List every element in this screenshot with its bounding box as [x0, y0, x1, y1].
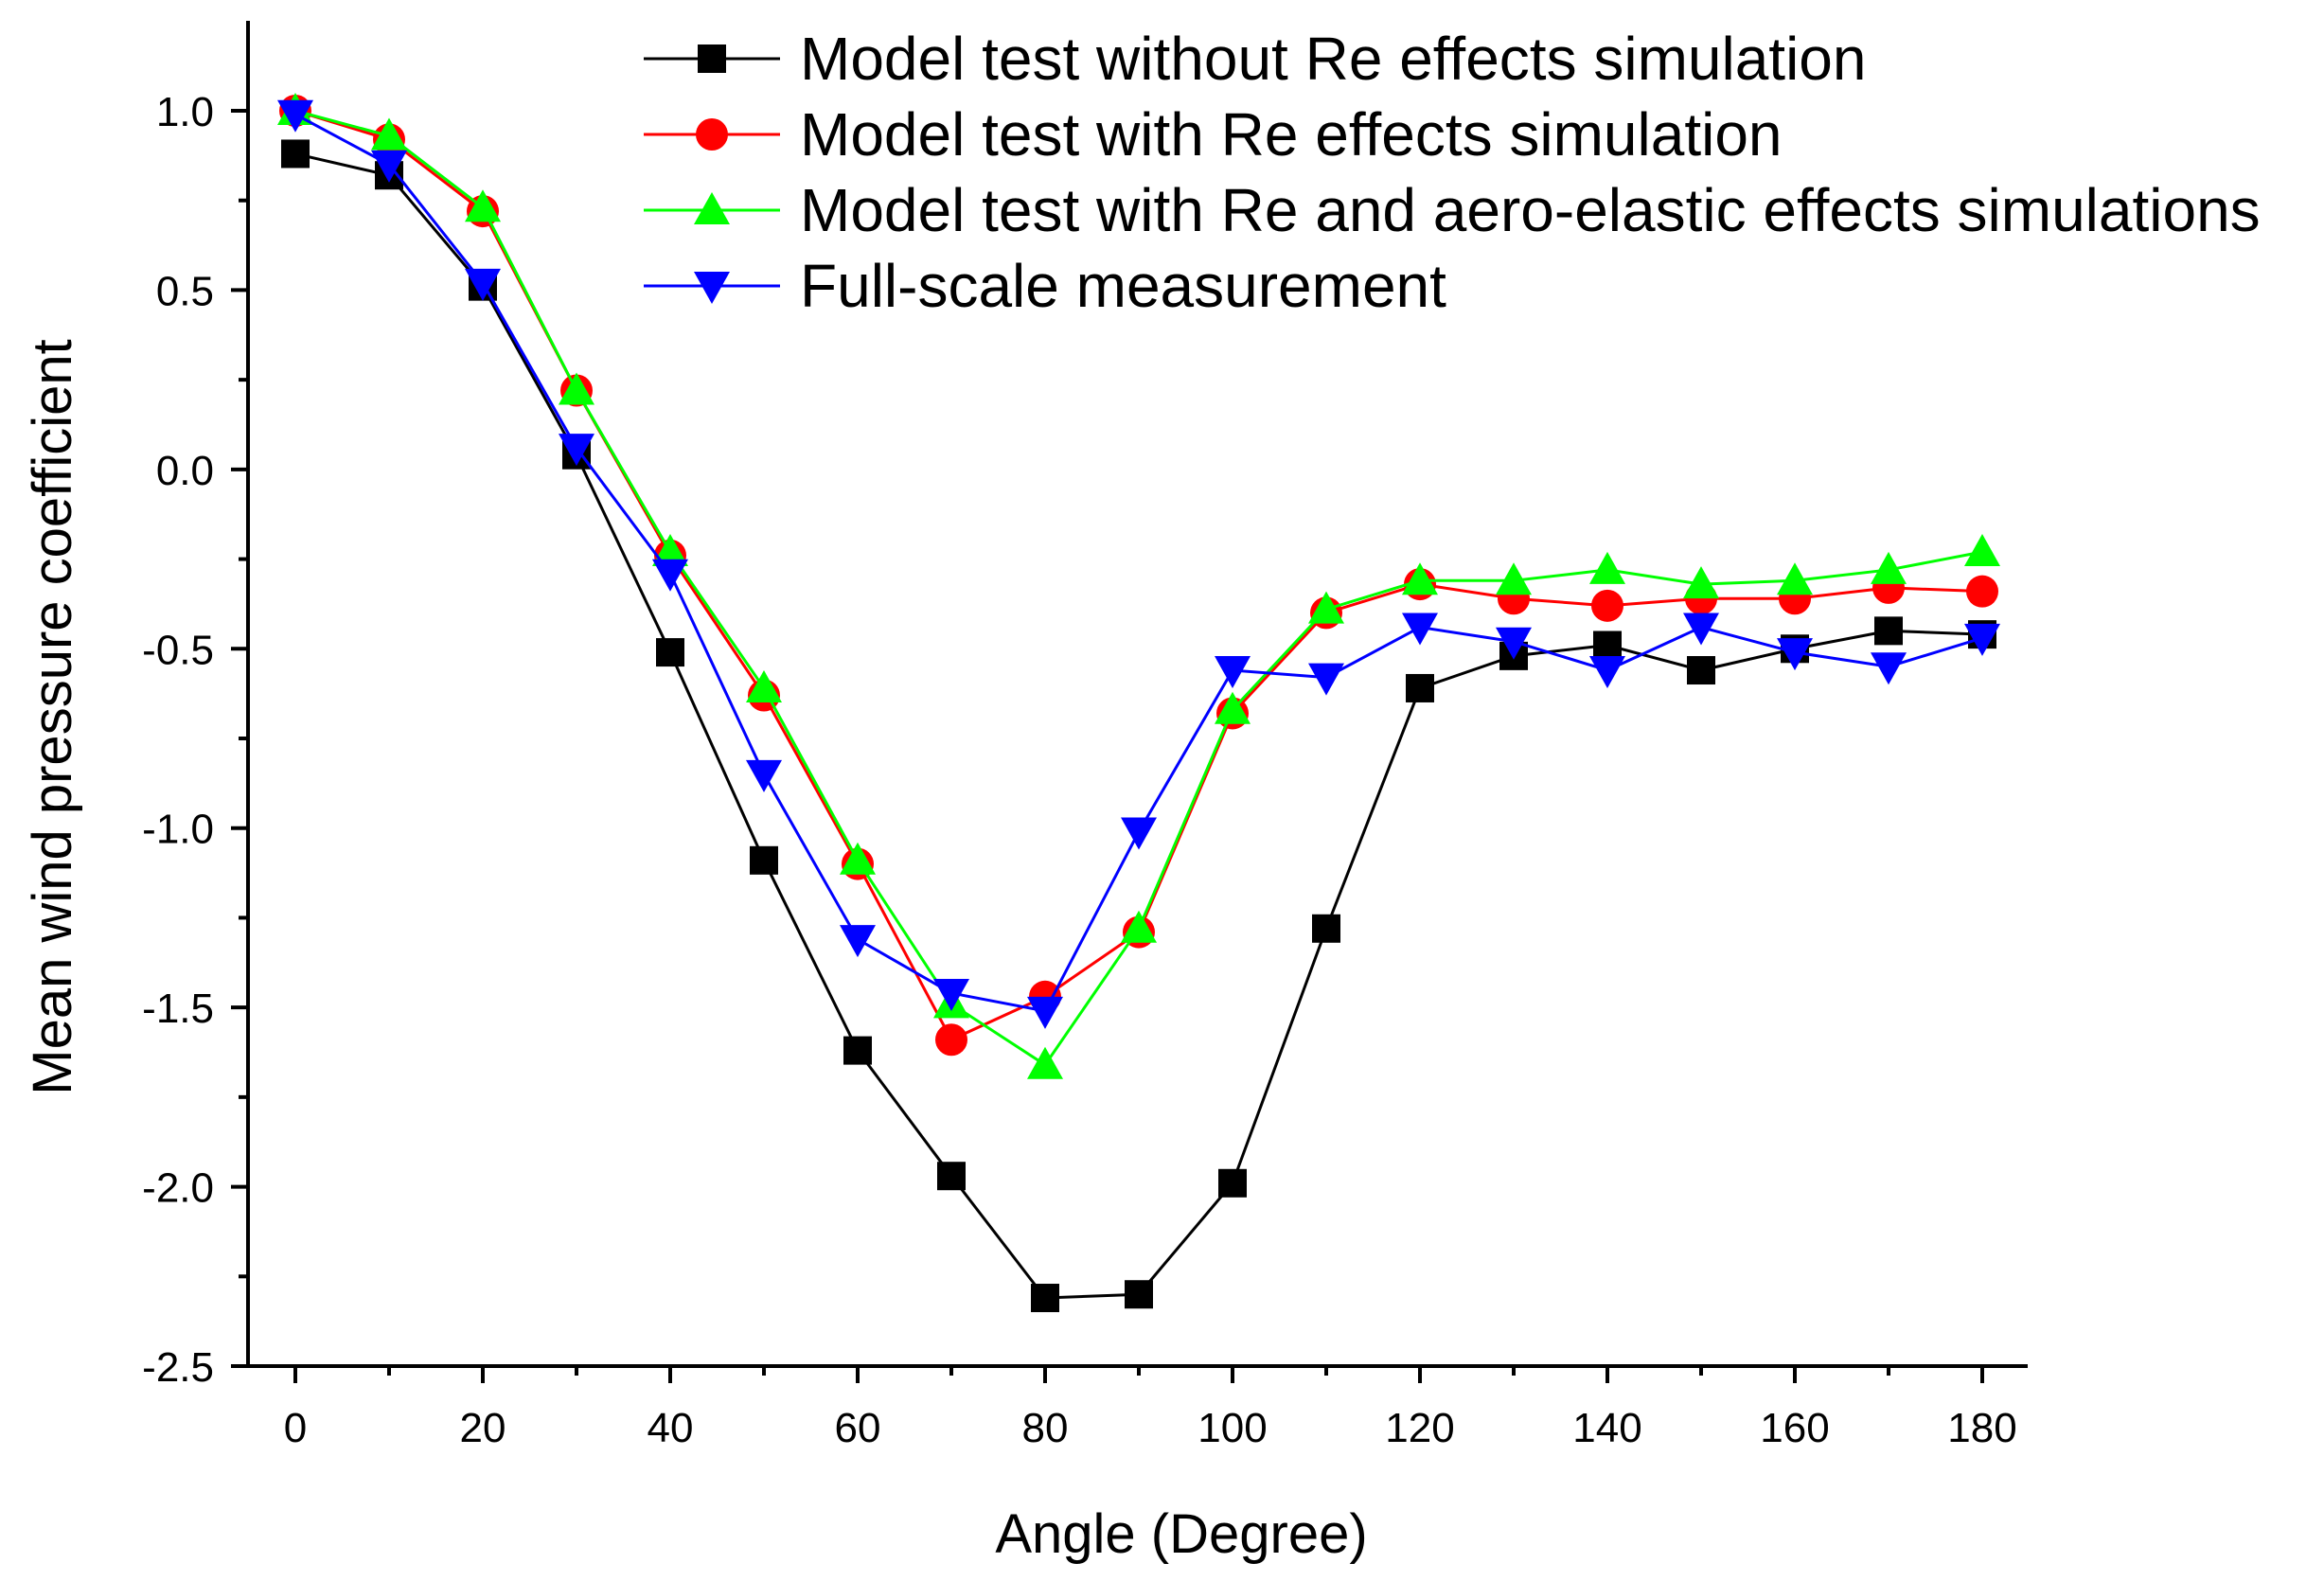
- legend-marker: [694, 192, 730, 224]
- data-point: [746, 759, 782, 792]
- x-tick-label: 140: [1572, 1405, 1641, 1451]
- data-point: [1027, 1046, 1063, 1079]
- legend-marker: [694, 272, 730, 304]
- x-tick-label: 60: [835, 1405, 881, 1451]
- data-point: [933, 978, 969, 1011]
- data-point: [1312, 914, 1340, 943]
- data-point: [1964, 533, 2000, 566]
- data-point: [1589, 656, 1625, 689]
- data-point: [1215, 656, 1251, 689]
- legend-marker: [696, 118, 728, 151]
- data-point: [1874, 616, 1903, 646]
- data-point: [1496, 627, 1532, 660]
- data-point: [281, 139, 310, 169]
- y-tick-label: -0.5: [142, 627, 214, 673]
- data-point: [656, 638, 684, 667]
- data-point: [1871, 551, 1907, 584]
- legend: Model test without Re effects simulation…: [644, 25, 2261, 320]
- data-point: [750, 845, 778, 875]
- data-point: [1215, 691, 1251, 724]
- data-point: [371, 117, 407, 151]
- data-point: [746, 669, 782, 702]
- data-point: [1966, 575, 1998, 608]
- series-line: [294, 152, 1983, 1300]
- data-point: [1121, 817, 1157, 850]
- axes: 1.0 0.5 0.0 -0.5 -1.0 -1.5 -2.0 -2.5 0 20 40 60 80 10…: [142, 21, 2028, 1451]
- data-point: [1589, 551, 1625, 584]
- series-line: [294, 109, 1983, 1042]
- y-tick-label: 0.0: [156, 448, 214, 494]
- data-point: [1593, 631, 1622, 660]
- x-tick-label: 160: [1760, 1405, 1829, 1451]
- series-line: [294, 113, 1983, 1013]
- y-tick-label: -2.5: [142, 1344, 214, 1391]
- data-point: [1308, 663, 1344, 696]
- data-point: [465, 268, 501, 301]
- data-point: [1591, 589, 1623, 622]
- y-tick-label: -2.0: [142, 1165, 214, 1212]
- data-point: [371, 150, 407, 183]
- data-point: [840, 925, 876, 958]
- data-point: [1027, 996, 1063, 1029]
- data-point: [1683, 566, 1719, 599]
- legend-label: Full-scale measurement: [800, 252, 1446, 320]
- x-tick-label: 0: [284, 1405, 307, 1451]
- data-point: [559, 434, 594, 467]
- x-tick-label: 80: [1022, 1405, 1069, 1451]
- data-point: [1218, 1168, 1247, 1198]
- data-point: [1402, 613, 1438, 646]
- data-point: [1777, 638, 1813, 671]
- data-point: [1121, 910, 1157, 943]
- y-tick-label: -1.0: [142, 807, 214, 853]
- data-point: [1402, 562, 1438, 595]
- data-point: [1871, 652, 1907, 685]
- data-point: [277, 99, 313, 133]
- legend-item: Full-scale measurement: [644, 252, 1446, 320]
- data-point: [1406, 673, 1434, 702]
- data-point: [465, 189, 501, 222]
- data-point: [652, 559, 688, 592]
- data-point: [840, 842, 876, 875]
- data-point: [935, 1023, 967, 1057]
- data-point: [1964, 623, 2000, 656]
- legend-label: Model test without Re effects simulation: [800, 25, 1866, 93]
- data-point: [843, 1036, 872, 1065]
- x-tick-label: 180: [1947, 1405, 2016, 1451]
- y-axis-title: Mean wind pressure coefficient: [22, 339, 83, 1094]
- data-point: [1031, 1284, 1059, 1313]
- y-tick-label: 1.0: [156, 89, 214, 135]
- data-point: [1687, 656, 1715, 685]
- data-point: [1496, 562, 1532, 595]
- legend-item: Model test with Re and aero-elastic effe…: [644, 176, 2261, 244]
- legend-item: Model test with Re effects simulation: [644, 100, 1783, 169]
- series-3: [277, 99, 2000, 1029]
- legend-marker: [698, 44, 726, 73]
- data-point: [1308, 591, 1344, 624]
- data-point: [1777, 562, 1813, 595]
- legend-label: Model test with Re and aero-elastic effe…: [800, 176, 2261, 244]
- x-tick-label: 40: [648, 1405, 694, 1451]
- data-point: [652, 533, 688, 566]
- x-tick-label: 20: [460, 1405, 506, 1451]
- data-point: [1683, 613, 1719, 646]
- x-axis-title: Angle (Degree): [995, 1503, 1367, 1565]
- x-tick-label: 120: [1385, 1405, 1454, 1451]
- x-tick-label: 100: [1197, 1405, 1267, 1451]
- legend-label: Model test with Re effects simulation: [800, 100, 1783, 169]
- data-point: [1125, 1280, 1153, 1309]
- data-point: [559, 372, 594, 405]
- y-tick-label: 0.5: [156, 268, 214, 314]
- y-tick-label: -1.5: [142, 986, 214, 1032]
- series-2: [277, 93, 2000, 1079]
- legend-item: Model test without Re effects simulation: [644, 25, 1866, 93]
- series-layer: [277, 93, 2000, 1313]
- data-point: [937, 1162, 966, 1191]
